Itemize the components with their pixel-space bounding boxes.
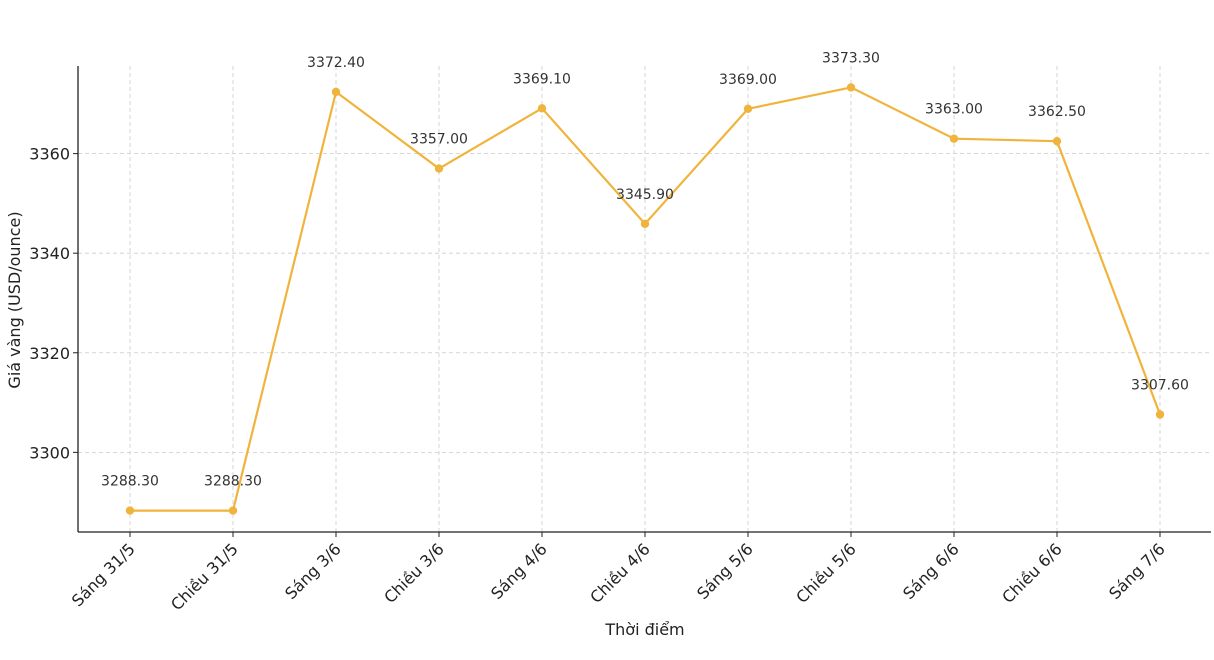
x-tick-label: Chiều 6/6 <box>998 539 1066 607</box>
y-axis-title: Giá vàng (USD/ounce) <box>5 211 24 388</box>
data-label: 3345.90 <box>616 187 674 203</box>
data-label: 3357.00 <box>410 132 468 148</box>
data-point <box>949 134 959 143</box>
x-tick-label: Sáng 7/6 <box>1105 539 1169 603</box>
data-label: 3372.40 <box>307 55 365 71</box>
labels: 3288.30 3288.30 3372.40 3357.00 3369.10 3345.… <box>101 50 1189 489</box>
data-label: 3362.50 <box>1028 104 1086 120</box>
x-tick-label: Chiều 4/6 <box>586 539 654 607</box>
y-tick-label: 3360 <box>29 145 70 164</box>
axes: 3300 3320 3340 3360 Sáng 31/5 Chiều 31/5 Sáng … <box>29 66 1211 614</box>
data-label: 3373.30 <box>822 50 880 66</box>
data-point <box>1155 410 1165 419</box>
x-tick-label: Chiều 3/6 <box>380 539 448 607</box>
x-axis-title: Thời điểm <box>604 620 684 639</box>
data-point <box>640 219 650 229</box>
data-point <box>331 87 341 97</box>
data-label: 3288.30 <box>204 474 262 490</box>
x-tick-label: Chiều 31/5 <box>167 539 242 614</box>
data-point <box>846 83 856 92</box>
y-tick-label: 3320 <box>29 344 70 363</box>
data-point <box>125 506 135 515</box>
data-point <box>1052 136 1062 146</box>
data-point <box>537 104 547 113</box>
x-tick-label: Sáng 3/6 <box>281 539 345 603</box>
x-tick-label: Chiều 5/6 <box>792 539 860 607</box>
data-label: 3363.00 <box>925 102 983 118</box>
data-point <box>228 506 238 515</box>
data-point <box>434 164 444 173</box>
data-label: 3307.60 <box>1131 378 1189 394</box>
grid <box>78 66 1211 532</box>
x-tick-label: Sáng 5/6 <box>693 539 757 603</box>
data-label: 3288.30 <box>101 474 159 490</box>
data-label: 3369.10 <box>513 71 571 87</box>
data-point <box>743 104 753 114</box>
x-tick-label: Sáng 31/5 <box>68 539 139 610</box>
series <box>125 83 1165 515</box>
x-tick-label: Sáng 4/6 <box>487 539 551 603</box>
data-label: 3369.00 <box>719 72 777 88</box>
y-tick-label: 3340 <box>29 244 70 263</box>
y-tick-label: 3300 <box>29 443 70 462</box>
x-tick-label: Sáng 6/6 <box>899 539 963 603</box>
